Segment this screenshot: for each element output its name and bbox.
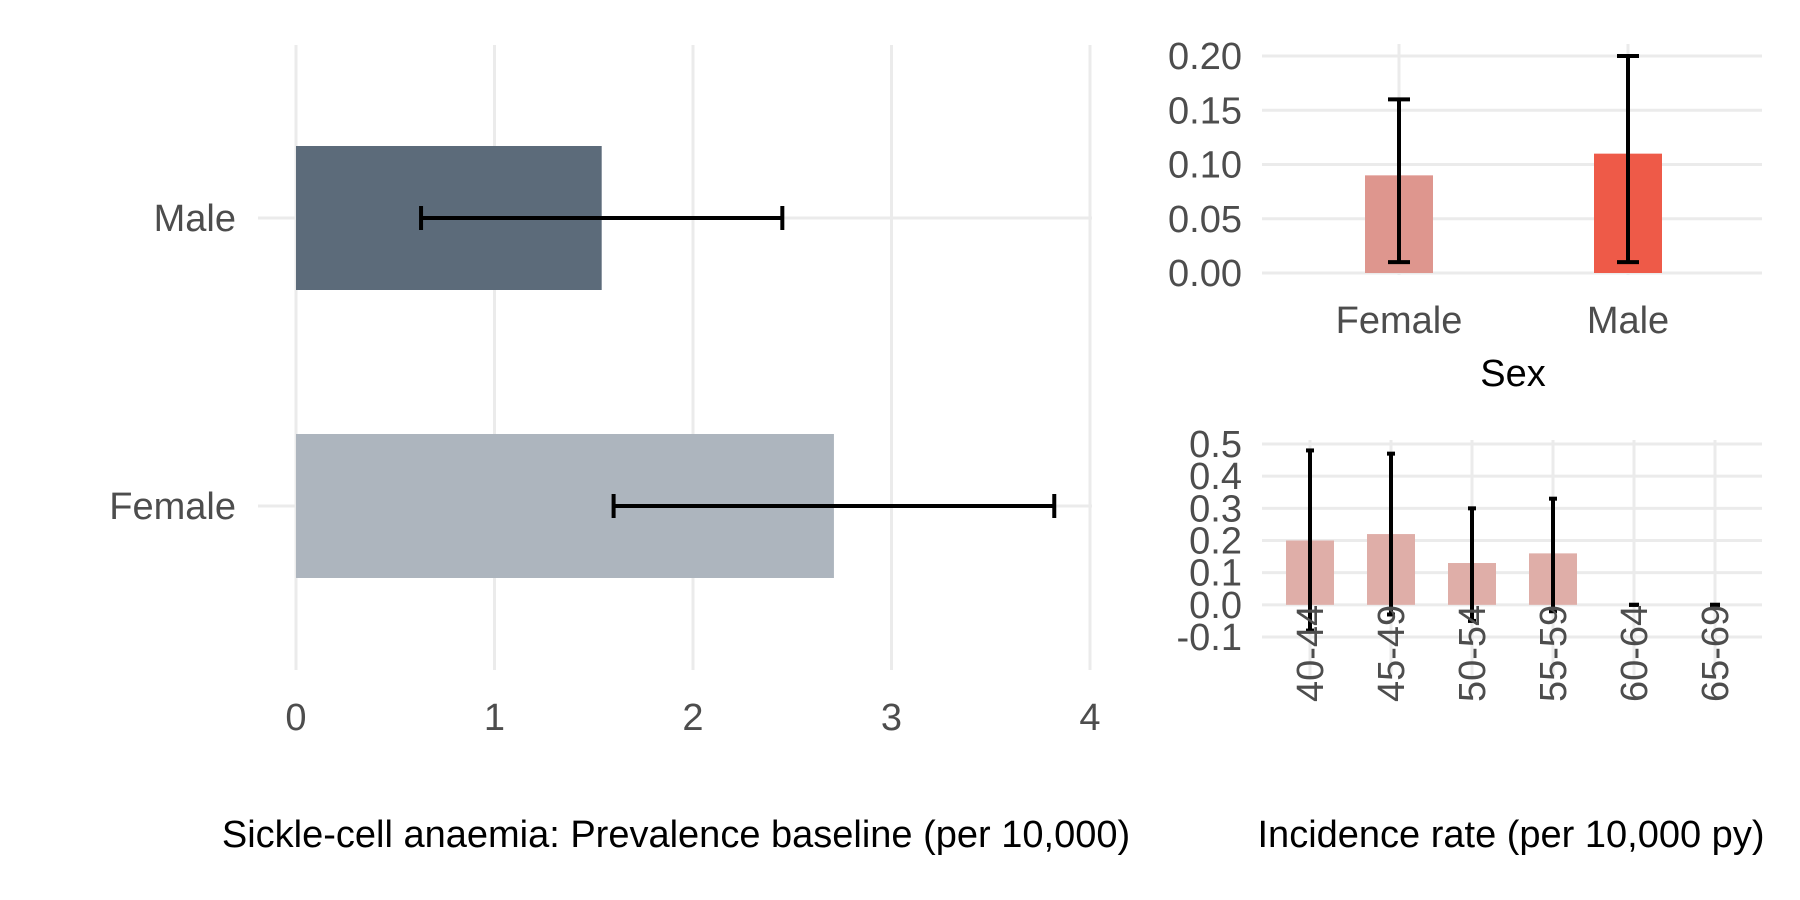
y-tick-label: 0.10 [1168, 145, 1242, 187]
x-tick-label: 50-54 [1452, 605, 1494, 702]
x-tick-label: Female [1336, 300, 1463, 342]
x-axis-title: Sickle-cell anaemia: Prevalence baseline… [222, 814, 1130, 856]
y-tick-label: 0.00 [1168, 253, 1242, 295]
x-tick-label: 65-69 [1695, 605, 1737, 702]
y-tick-label: 0.15 [1168, 90, 1242, 132]
x-tick-label: 2 [682, 697, 703, 739]
y-tick-label: -0.1 [1177, 617, 1242, 659]
x-tick-label: 4 [1079, 697, 1100, 739]
x-tick-label: 40-44 [1290, 605, 1332, 702]
x-tick-label: 45-49 [1371, 605, 1413, 702]
x-tick-label: 55-59 [1533, 605, 1575, 702]
y-tick-label: 0.05 [1168, 199, 1242, 241]
x-axis-title: Sex [1480, 353, 1545, 395]
x-tick-label: 1 [484, 697, 505, 739]
incidence-by-age-panel: -0.10.00.10.20.30.40.5 40-44 45-49 50-54 55-… [1177, 424, 1765, 856]
y-tick-label: Male [154, 198, 236, 240]
x-tick-label: 3 [881, 697, 902, 739]
x-axis-title: Incidence rate (per 10,000 py) [1258, 814, 1765, 856]
y-tick-label: 0.3 [1189, 488, 1242, 530]
prevalence-panel: Male Female 0 1 2 3 4 Sickle-cell anaemia: Prev… [109, 45, 1130, 856]
x-tick-label: 60-64 [1614, 605, 1656, 702]
y-tick-label: 0.0 [1189, 585, 1242, 627]
incidence-by-sex-panel: 0.00 0.05 0.10 0.15 0.20 Female Male Sex [1168, 36, 1762, 395]
y-tick-label: Female [109, 486, 236, 528]
x-tick-label: 0 [285, 697, 306, 739]
y-tick-label: 0.2 [1189, 521, 1242, 563]
y-tick-label: 0.20 [1168, 36, 1242, 78]
y-tick-label: 0.5 [1189, 424, 1242, 466]
y-tick-label: 0.1 [1189, 553, 1242, 595]
y-tick-label: 0.4 [1189, 456, 1242, 498]
x-tick-label: Male [1587, 300, 1669, 342]
